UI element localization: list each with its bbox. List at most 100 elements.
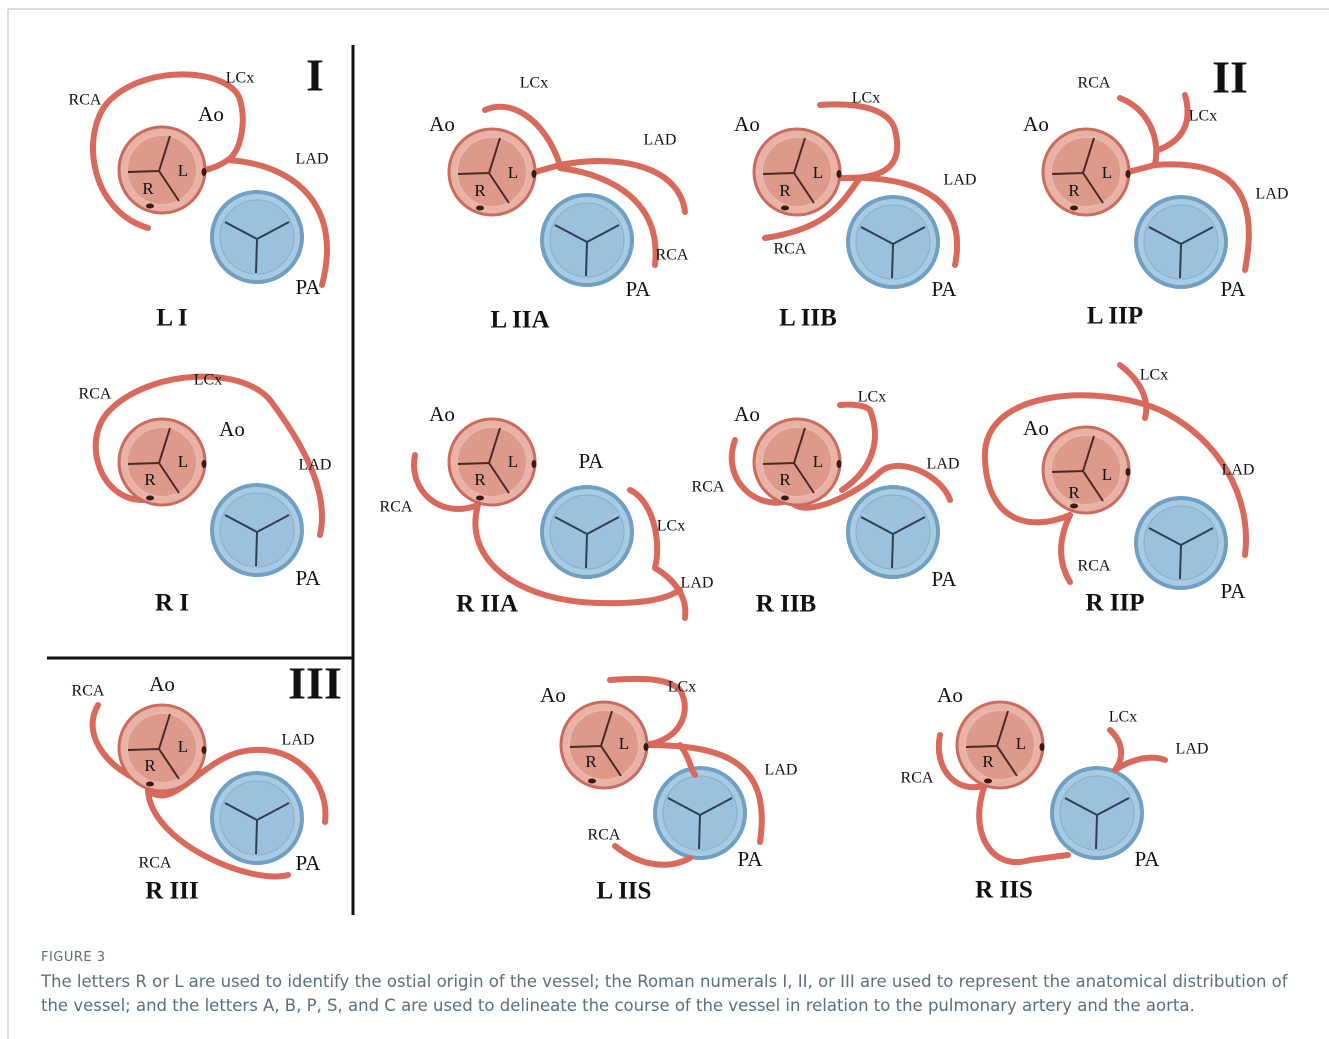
vessel-label: LCx bbox=[1109, 709, 1137, 726]
vessel-label: LAD bbox=[927, 456, 960, 473]
vessel-label: L bbox=[178, 452, 188, 471]
vessel-label: LCx bbox=[226, 70, 254, 87]
vessel-label: L bbox=[813, 163, 823, 182]
ostium bbox=[146, 496, 154, 501]
vessel-label: L bbox=[178, 161, 188, 180]
vessel-label: LAD bbox=[1222, 462, 1255, 479]
ostium bbox=[1040, 743, 1045, 751]
panel: AoLCxLADLRRCAPAR IIP bbox=[985, 365, 1255, 617]
figure: I II III RCA LCx Ao L R LAD PA L I RCA LCx Ao L R LAD… bbox=[0, 0, 1329, 1039]
section-numeral: II bbox=[1212, 52, 1248, 103]
vessel-label: LCx bbox=[858, 389, 886, 406]
panel-title: L IIS bbox=[597, 878, 652, 905]
vessel-label: PA bbox=[296, 566, 322, 590]
coronary-vessel bbox=[205, 160, 228, 170]
section-numeral: I bbox=[306, 50, 324, 101]
caption-text: The letters R or L are used to identify … bbox=[41, 970, 1311, 1018]
vessel-label: L bbox=[1102, 465, 1112, 484]
vessel-label: PA bbox=[932, 277, 958, 301]
panel: AoLCxLRRCALADPAR IIB bbox=[692, 389, 960, 618]
vessel-label: Ao bbox=[429, 402, 455, 426]
diagram: I II III RCA LCx Ao L R LAD PA L I RCA LCx Ao L R LAD… bbox=[0, 0, 1329, 1039]
ostium bbox=[146, 204, 154, 209]
panel-title: R IIA bbox=[456, 591, 518, 618]
panel-title: R IIP bbox=[1085, 590, 1144, 617]
section-numeral: III bbox=[288, 658, 342, 709]
vessel-label: R bbox=[1068, 483, 1080, 502]
vessel-label: Ao bbox=[149, 672, 175, 696]
vessel-label: PA bbox=[296, 851, 322, 875]
vessel-label: LCx bbox=[657, 518, 685, 535]
vessel-label: Ao bbox=[1023, 416, 1049, 440]
vessel-label: Ao bbox=[429, 112, 455, 136]
ostium bbox=[202, 746, 207, 754]
ostium bbox=[984, 779, 992, 784]
ostium bbox=[476, 496, 484, 501]
vessel-label: PA bbox=[626, 277, 652, 301]
vessel-label: LAD bbox=[299, 457, 332, 474]
vessel-label: L bbox=[1016, 734, 1026, 753]
vessel-label: LCx bbox=[520, 75, 548, 92]
vessel-label: LAD bbox=[1256, 186, 1289, 203]
ostium bbox=[146, 782, 154, 787]
vessel-label: RCA bbox=[656, 247, 689, 264]
panel-title: L IIA bbox=[490, 307, 549, 334]
coronary-vessel bbox=[535, 165, 560, 172]
ostium bbox=[588, 779, 596, 784]
vessel-label: Ao bbox=[219, 417, 245, 441]
vessel-label: LAD bbox=[644, 132, 677, 149]
vessel-label: R bbox=[144, 470, 156, 489]
panel-title: R I bbox=[155, 590, 189, 617]
vessel-label: Ao bbox=[734, 112, 760, 136]
vessel-label: LAD bbox=[765, 762, 798, 779]
vessel-label: R bbox=[144, 756, 156, 775]
vessel-label: PA bbox=[1221, 579, 1247, 603]
vessel-label: R bbox=[1068, 181, 1080, 200]
vessel-label: L bbox=[178, 737, 188, 756]
vessel-label: R bbox=[585, 752, 597, 771]
vessel-label: LCx bbox=[668, 679, 696, 696]
caption-label: FIGURE 3 bbox=[41, 950, 106, 965]
ostium bbox=[837, 460, 842, 468]
vessel-label: RCA bbox=[69, 92, 102, 109]
vessel-label: LAD bbox=[1176, 741, 1209, 758]
panel-title: L I bbox=[156, 305, 187, 332]
ostium bbox=[532, 460, 537, 468]
vessel-label: PA bbox=[738, 847, 764, 871]
vessel-label: LCx bbox=[852, 90, 880, 107]
coronary-vessel bbox=[630, 490, 657, 568]
ostium bbox=[781, 206, 789, 211]
vessel-label: L bbox=[619, 734, 629, 753]
vessel-label: LAD bbox=[282, 732, 315, 749]
panel: RCALCxAoLRLADPAL I bbox=[69, 70, 329, 332]
vessel-label: RCA bbox=[380, 499, 413, 516]
ostium bbox=[837, 170, 842, 178]
panel-title: L IIP bbox=[1087, 303, 1143, 330]
coronary-vessel bbox=[1061, 515, 1070, 582]
vessel-label: RCA bbox=[1078, 75, 1111, 92]
vessel-label: LCx bbox=[194, 372, 222, 389]
panel-title: R III bbox=[145, 878, 199, 905]
vessel-label: RCA bbox=[901, 770, 934, 787]
ostium bbox=[644, 743, 649, 751]
ostium bbox=[1126, 170, 1131, 178]
vessel-label: Ao bbox=[1023, 112, 1049, 136]
vessel-label: RCA bbox=[139, 855, 172, 872]
ostium bbox=[781, 496, 789, 501]
panel: AoLCxLRLADRCAPAL IIA bbox=[429, 75, 689, 334]
vessel-label: RCA bbox=[1078, 558, 1111, 575]
vessel-label: R bbox=[142, 179, 154, 198]
ostium bbox=[202, 168, 207, 176]
vessel-label: RCA bbox=[774, 241, 807, 258]
vessel-label: L bbox=[1102, 163, 1112, 182]
ostium bbox=[202, 460, 207, 468]
vessel-label: L bbox=[508, 452, 518, 471]
panel-title: L IIB bbox=[779, 305, 837, 332]
vessel-label: LCx bbox=[1189, 108, 1217, 125]
vessel-label: R bbox=[779, 470, 791, 489]
vessel-label: LAD bbox=[681, 575, 714, 592]
vessel-label: R bbox=[474, 470, 486, 489]
